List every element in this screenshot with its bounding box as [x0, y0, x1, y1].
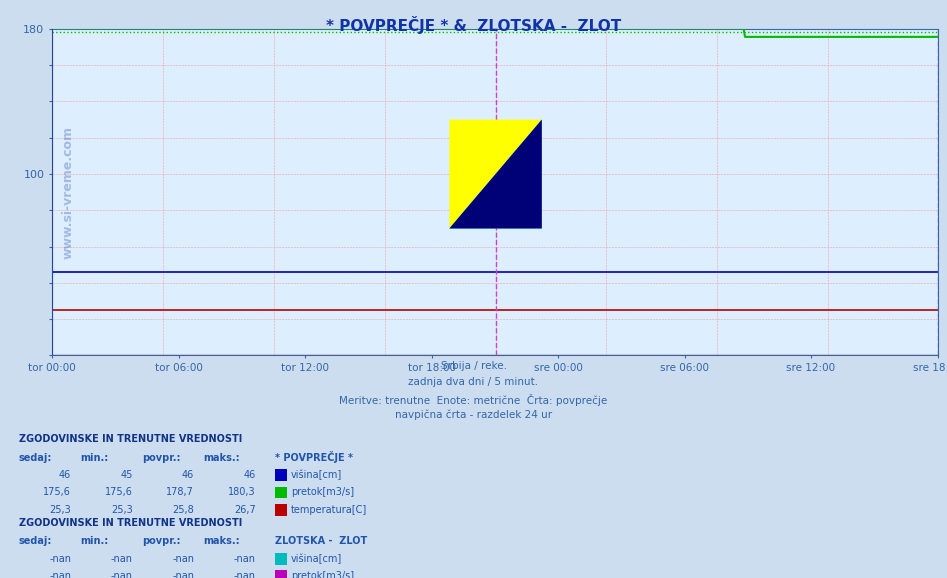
- Text: * POVPREČJE *: * POVPREČJE *: [275, 451, 352, 462]
- Polygon shape: [450, 120, 542, 228]
- Text: ZGODOVINSKE IN TRENUTNE VREDNOSTI: ZGODOVINSKE IN TRENUTNE VREDNOSTI: [19, 434, 242, 444]
- Text: 175,6: 175,6: [44, 487, 71, 497]
- Text: ZLOTSKA -  ZLOT: ZLOTSKA - ZLOT: [275, 536, 366, 546]
- Text: 46: 46: [243, 470, 256, 480]
- Text: maks.:: maks.:: [204, 536, 241, 546]
- Text: -nan: -nan: [111, 554, 133, 564]
- Text: -nan: -nan: [111, 571, 133, 578]
- Text: 46: 46: [59, 470, 71, 480]
- Text: navpična črta - razdelek 24 ur: navpična črta - razdelek 24 ur: [395, 410, 552, 420]
- Text: Srbija / reke.: Srbija / reke.: [440, 361, 507, 371]
- Text: 178,7: 178,7: [167, 487, 194, 497]
- Text: Meritve: trenutne  Enote: metrične  Črta: povprečje: Meritve: trenutne Enote: metrične Črta: …: [339, 394, 608, 406]
- Text: zadnja dva dni / 5 minut.: zadnja dva dni / 5 minut.: [408, 377, 539, 387]
- Text: 26,7: 26,7: [234, 505, 256, 514]
- Text: -nan: -nan: [49, 571, 71, 578]
- Text: 25,8: 25,8: [172, 505, 194, 514]
- Text: -nan: -nan: [172, 554, 194, 564]
- Text: -nan: -nan: [49, 554, 71, 564]
- Text: 46: 46: [182, 470, 194, 480]
- Text: 175,6: 175,6: [105, 487, 133, 497]
- Text: sedaj:: sedaj:: [19, 536, 52, 546]
- Text: -nan: -nan: [234, 554, 256, 564]
- Text: pretok[m3/s]: pretok[m3/s]: [291, 571, 354, 578]
- Text: 45: 45: [120, 470, 133, 480]
- Polygon shape: [450, 120, 542, 228]
- Text: 25,3: 25,3: [111, 505, 133, 514]
- Text: 180,3: 180,3: [228, 487, 256, 497]
- Text: -nan: -nan: [234, 571, 256, 578]
- Text: povpr.:: povpr.:: [142, 536, 181, 546]
- Text: ZGODOVINSKE IN TRENUTNE VREDNOSTI: ZGODOVINSKE IN TRENUTNE VREDNOSTI: [19, 518, 242, 528]
- Text: maks.:: maks.:: [204, 453, 241, 462]
- Text: povpr.:: povpr.:: [142, 453, 181, 462]
- Text: * POVPREČJE * &  ZLOTSKA -  ZLOT: * POVPREČJE * & ZLOTSKA - ZLOT: [326, 16, 621, 34]
- Text: www.si-vreme.com: www.si-vreme.com: [62, 125, 75, 259]
- Text: -nan: -nan: [172, 571, 194, 578]
- Text: sedaj:: sedaj:: [19, 453, 52, 462]
- Text: višina[cm]: višina[cm]: [291, 469, 342, 480]
- Text: pretok[m3/s]: pretok[m3/s]: [291, 487, 354, 497]
- Text: temperatura[C]: temperatura[C]: [291, 505, 367, 514]
- Text: 25,3: 25,3: [49, 505, 71, 514]
- Polygon shape: [450, 120, 542, 228]
- Text: min.:: min.:: [80, 453, 109, 462]
- Text: višina[cm]: višina[cm]: [291, 553, 342, 564]
- Text: min.:: min.:: [80, 536, 109, 546]
